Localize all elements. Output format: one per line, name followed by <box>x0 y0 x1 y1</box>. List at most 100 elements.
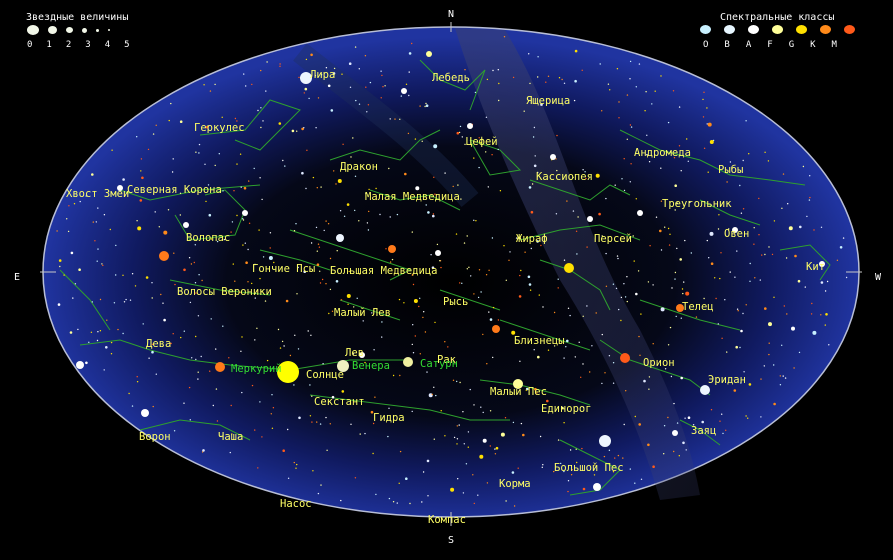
star <box>719 277 721 280</box>
star <box>190 263 193 265</box>
star <box>456 443 458 445</box>
star <box>625 390 627 392</box>
constellation-label-persei[interactable]: Персей <box>594 233 632 245</box>
star <box>350 423 352 425</box>
constellation-label-nasos[interactable]: Насос <box>280 498 312 510</box>
star <box>392 501 395 503</box>
planet-label-merkurii[interactable]: Меркурий <box>231 363 282 375</box>
constellation-label-telets[interactable]: Телец <box>682 301 714 313</box>
star <box>824 324 826 326</box>
constellation-label-lira[interactable]: Лира <box>310 69 336 81</box>
constellation-label-gonchie-psy[interactable]: Гончие Псы <box>252 263 316 275</box>
constellation-label-andromeda[interactable]: Андромеда <box>634 147 691 159</box>
star <box>487 186 489 188</box>
star <box>615 287 618 290</box>
constellation-label-drakon[interactable]: Дракон <box>340 161 378 173</box>
star <box>726 181 728 183</box>
star <box>528 186 532 189</box>
star <box>320 74 323 76</box>
star <box>358 103 361 105</box>
constellation-label-treugolnik[interactable]: Треугольник <box>662 198 732 210</box>
constellation-label-malyi-pes[interactable]: Малый Пес <box>490 386 547 398</box>
constellation-label-kompas[interactable]: Компас <box>428 514 466 526</box>
constellation-label-bolshoi-pes[interactable]: Большой Пес <box>554 462 624 474</box>
star <box>608 355 611 357</box>
constellation-label-edinorog[interactable]: Единорог <box>541 403 592 415</box>
star <box>231 433 233 435</box>
star <box>415 186 420 191</box>
star <box>295 223 297 225</box>
constellation-label-hvost-zmei[interactable]: Хвост Змеи <box>66 188 130 200</box>
constellation-label-cefei[interactable]: Цефей <box>466 136 498 148</box>
star <box>547 75 550 78</box>
star <box>463 242 466 244</box>
star <box>141 176 144 180</box>
constellation-line <box>699 199 761 226</box>
star <box>257 109 259 112</box>
star <box>537 171 539 174</box>
constellation-label-orion[interactable]: Орион <box>643 357 675 369</box>
constellation-label-gerkules[interactable]: Геркулес <box>194 122 245 134</box>
constellation-label-kassiopeya[interactable]: Кассиопея <box>536 171 593 183</box>
star <box>266 359 269 362</box>
star <box>509 251 511 253</box>
star <box>503 36 506 38</box>
constellation-label-severnaya-korona[interactable]: Северная Корона <box>127 184 222 196</box>
constellation-label-yascherica[interactable]: Ящерица <box>526 95 571 107</box>
star <box>56 230 58 232</box>
star <box>272 407 275 409</box>
sun-label[interactable]: Солнце <box>306 369 344 381</box>
constellation-label-oven[interactable]: Овен <box>724 228 750 240</box>
star <box>620 296 623 299</box>
star <box>768 342 770 344</box>
star <box>207 184 210 186</box>
constellation-label-malyi-lev[interactable]: Малый Лев <box>334 307 391 319</box>
spectral-label: F <box>767 40 773 50</box>
star <box>563 259 566 261</box>
star <box>773 402 776 406</box>
constellation-label-volopas[interactable]: Волопас <box>186 232 231 244</box>
star <box>304 87 308 91</box>
star <box>489 410 492 412</box>
constellation-label-gidra[interactable]: Гидра <box>373 412 405 424</box>
star <box>630 163 632 165</box>
constellation-label-rys[interactable]: Рысь <box>443 296 469 308</box>
constellation-label-zayats[interactable]: Заяц <box>691 425 717 437</box>
star <box>581 447 583 450</box>
constellation-label-kit[interactable]: Кит <box>806 261 825 273</box>
constellation-label-voron[interactable]: Ворон <box>139 431 171 443</box>
star <box>151 350 154 354</box>
star <box>379 213 381 216</box>
star <box>318 246 321 248</box>
constellation-label-volosy-veroniki[interactable]: Волосы Вероники <box>177 286 272 298</box>
constellation-label-chasha[interactable]: Чаша <box>218 431 244 443</box>
spectral-label: B <box>724 40 730 50</box>
constellation-label-rak[interactable]: Рак <box>437 354 456 366</box>
star <box>782 173 785 175</box>
star <box>296 293 298 295</box>
star <box>492 356 494 359</box>
star <box>148 357 150 359</box>
star <box>651 103 653 105</box>
star <box>547 349 550 351</box>
constellation-label-korma[interactable]: Корма <box>499 478 531 490</box>
star <box>195 151 197 153</box>
constellation-label-lev[interactable]: Лев <box>345 347 364 359</box>
constellation-label-deva[interactable]: Дева <box>146 338 172 350</box>
planet-label-saturn[interactable]: Сатурн <box>420 358 458 370</box>
constellation-label-bliznetsy[interactable]: Близнецы <box>514 335 565 347</box>
constellation-label-malaya-medveditsa[interactable]: Малая Медведица <box>365 191 460 203</box>
constellation-label-bolshaya-medveditsa[interactable]: Большая Медведица <box>330 265 438 277</box>
constellation-label-ryby[interactable]: Рыбы <box>718 164 744 176</box>
star <box>595 312 597 314</box>
constellation-label-lebed[interactable]: Лебедь <box>432 72 470 84</box>
constellation-label-eridan[interactable]: Эридан <box>708 374 746 386</box>
constellation-label-sekstant[interactable]: Секстант <box>314 396 365 408</box>
planet-label-venera[interactable]: Венера <box>352 360 390 372</box>
constellation-label-zhiraf[interactable]: Жираф <box>516 233 548 245</box>
star <box>254 297 256 299</box>
star <box>702 116 705 118</box>
star <box>381 336 383 338</box>
star <box>242 218 244 220</box>
